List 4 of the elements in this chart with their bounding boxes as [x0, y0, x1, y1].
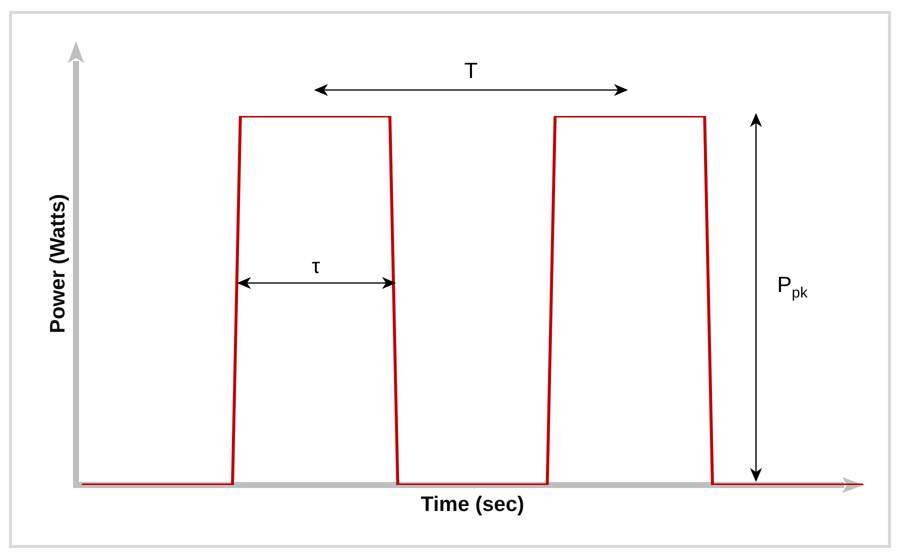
- annotation: τ: [312, 255, 321, 278]
- text: T: [464, 58, 478, 83]
- y-axis-title: Power (Watts): [46, 194, 70, 334]
- x-axis-title: Time (sec): [420, 492, 524, 516]
